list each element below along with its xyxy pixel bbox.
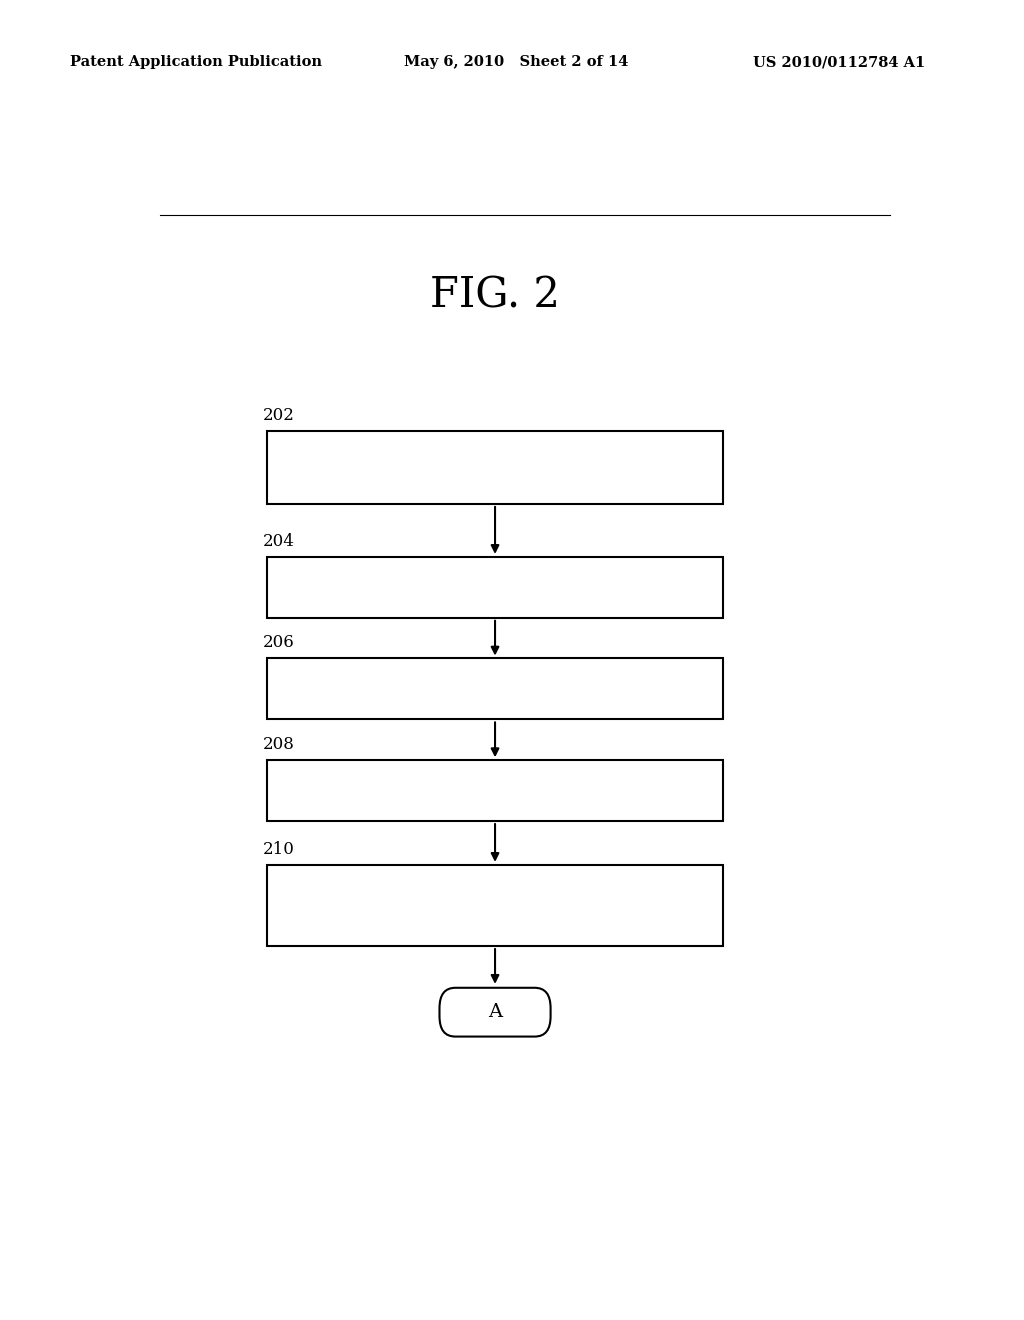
Text: US 2010/0112784 A1: US 2010/0112784 A1 <box>753 55 925 69</box>
Bar <box>267 430 723 504</box>
Text: 204: 204 <box>263 533 295 549</box>
Text: A: A <box>488 1003 502 1022</box>
Text: FIG. 2: FIG. 2 <box>430 275 560 317</box>
Bar <box>267 760 723 821</box>
Text: 206: 206 <box>263 635 295 651</box>
Text: 208: 208 <box>263 737 295 752</box>
Bar <box>267 557 723 618</box>
Bar <box>267 659 723 719</box>
FancyBboxPatch shape <box>439 987 551 1036</box>
Bar <box>267 865 723 946</box>
Text: Patent Application Publication: Patent Application Publication <box>70 55 322 69</box>
Text: May 6, 2010   Sheet 2 of 14: May 6, 2010 Sheet 2 of 14 <box>404 55 629 69</box>
Text: 202: 202 <box>263 407 295 424</box>
Text: 210: 210 <box>263 841 295 858</box>
